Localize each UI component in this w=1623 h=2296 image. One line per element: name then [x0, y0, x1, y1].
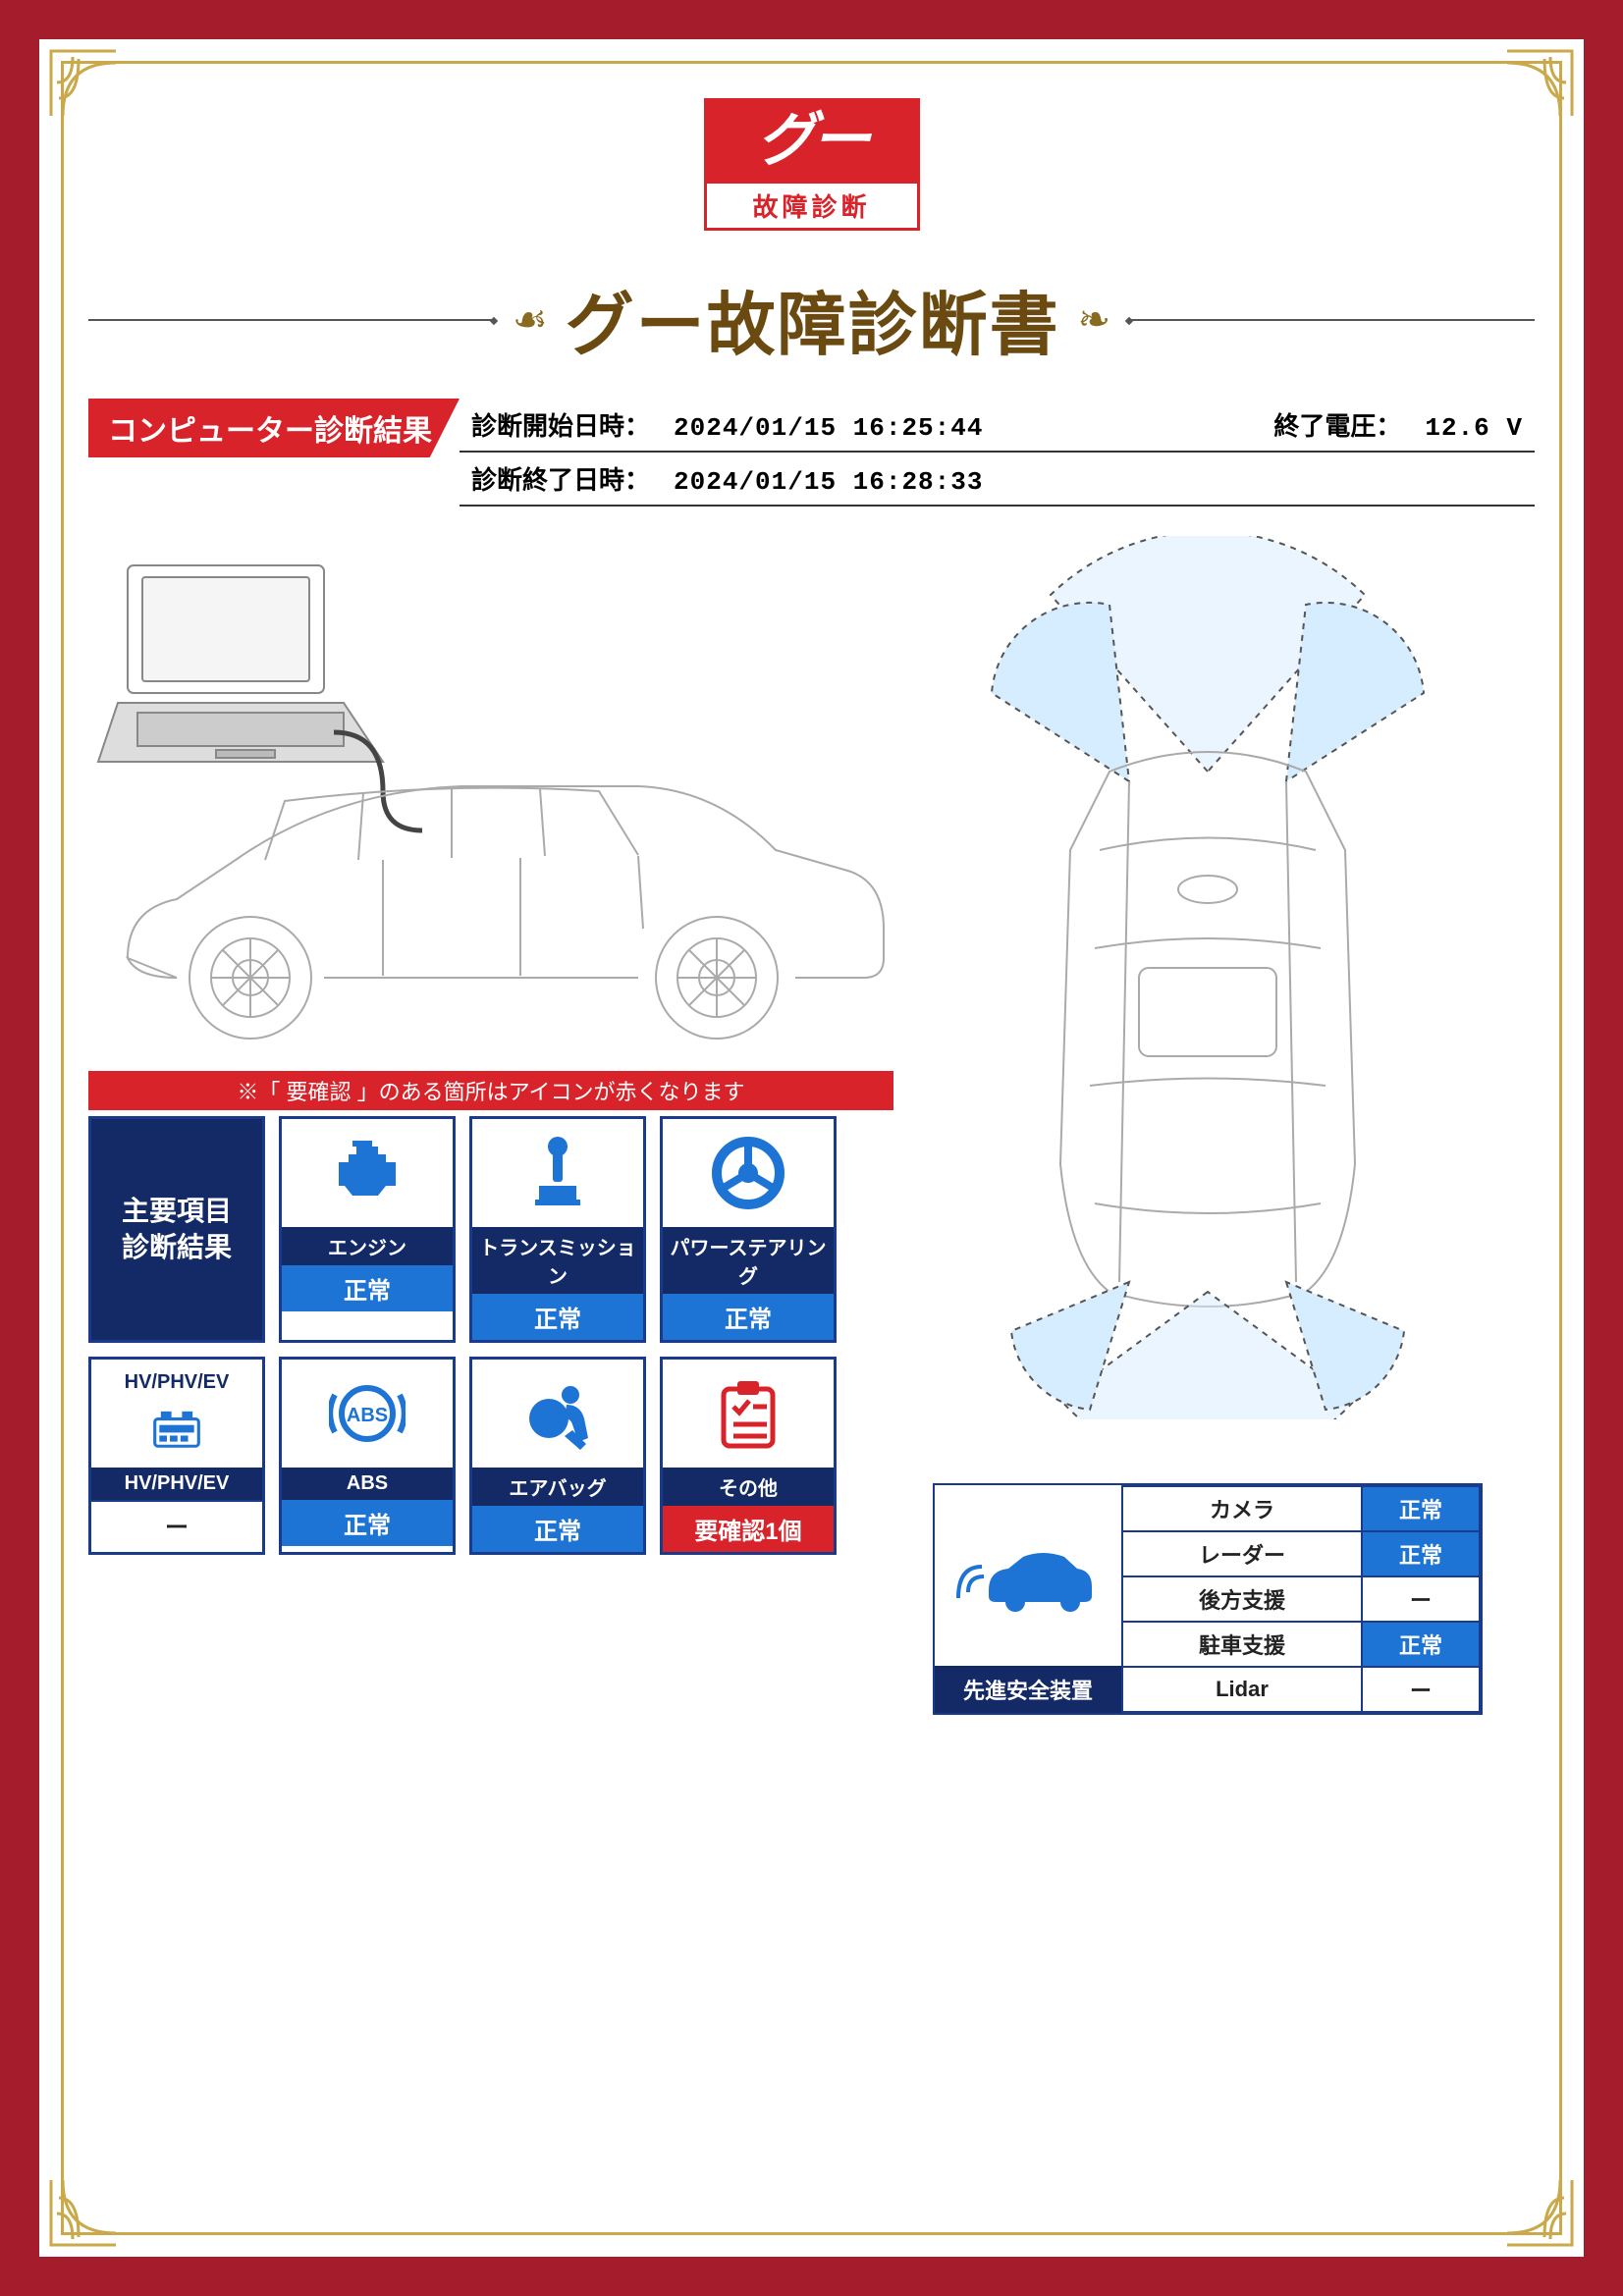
diag-label: パワーステアリング [663, 1227, 834, 1294]
diag-grid-header: 主要項目 診断結果 [88, 1116, 265, 1343]
safety-row: 駐車支援正常 [1122, 1622, 1480, 1667]
diag-cell-その他: その他要確認1個 [660, 1357, 837, 1555]
safety-row-name: Lidar [1122, 1667, 1362, 1712]
diag-note: ※「 要確認 」のある箇所はアイコンが赤くなります [88, 1071, 893, 1110]
safety-row-status: 正常 [1362, 1486, 1480, 1531]
safety-row-name: レーダー [1122, 1531, 1362, 1576]
start-value: 2024/01/15 16:25:44 [674, 413, 983, 443]
diagram-row: ※「 要確認 」のある箇所はアイコンが赤くなります 主要項目 診断結果 エンジン… [88, 536, 1535, 1715]
car-sensor-icon [935, 1485, 1121, 1666]
logo-block: グー 故障診断 [88, 98, 1535, 231]
header-bar: コンピューター診断結果 診断開始日時： 2024/01/15 16:25:44 … [88, 399, 1535, 507]
diag-cell-HV/PHV/EV: HV/PHV/EVHV/PHV/EVー [88, 1357, 265, 1555]
safety-row-name: 後方支援 [1122, 1576, 1362, 1622]
inner-page: グー 故障診断 ☙ グー故障診断書 ❧ コンピューター診断結果 診断開始日時： … [39, 39, 1584, 2257]
flourish-right-icon: ❧ [1078, 297, 1111, 343]
end-label: 診断終了日時： [471, 460, 650, 497]
safety-table: カメラ正常レーダー正常後方支援ー駐車支援正常Lidarー [1121, 1485, 1481, 1713]
info-row-1: 診断開始日時： 2024/01/15 16:25:44 終了電圧： 12.6 V [460, 399, 1535, 453]
info-row-2: 診断終了日時： 2024/01/15 16:28:33 [460, 453, 1535, 507]
title-rule-right [1128, 319, 1535, 321]
safety-row-status: ー [1362, 1576, 1480, 1622]
safety-tbody: カメラ正常レーダー正常後方支援ー駐車支援正常Lidarー [1122, 1486, 1480, 1712]
car-side-diagram: ※「 要確認 」のある箇所はアイコンが赤くなります 主要項目 診断結果 エンジン… [88, 536, 893, 1715]
start-label: 診断開始日時： [471, 406, 650, 443]
safety-row: レーダー正常 [1122, 1531, 1480, 1576]
steering-icon [663, 1119, 834, 1227]
corner-ornament-br [1505, 2178, 1574, 2247]
title-rule-left [88, 319, 495, 321]
corner-ornament-bl [49, 2178, 118, 2247]
diag-cell-エアバッグ: エアバッグ正常 [469, 1357, 646, 1555]
section-tag: コンピューター診断結果 [88, 399, 460, 457]
safety-row: 後方支援ー [1122, 1576, 1480, 1622]
safety-row-status: 正常 [1362, 1622, 1480, 1667]
diag-status: 正常 [472, 1294, 643, 1340]
safety-row: カメラ正常 [1122, 1486, 1480, 1531]
diag-cell-エンジン: エンジン正常 [279, 1116, 456, 1343]
safety-block: 先進安全装置 カメラ正常レーダー正常後方支援ー駐車支援正常Lidarー [933, 1483, 1483, 1715]
flourish-left-icon: ☙ [513, 297, 548, 343]
diag-status: ー [91, 1500, 262, 1548]
diag-label: エアバッグ [472, 1468, 643, 1506]
logo-box: グー 故障診断 [704, 98, 920, 231]
volt-value: 12.6 V [1425, 413, 1523, 443]
diag-status: 正常 [663, 1294, 834, 1340]
end-value: 2024/01/15 16:28:33 [674, 467, 983, 497]
gear-icon [472, 1119, 643, 1227]
safety-header-label: 先進安全装置 [959, 1666, 1097, 1713]
info-lines: 診断開始日時： 2024/01/15 16:25:44 終了電圧： 12.6 V… [460, 399, 1535, 507]
diag-status: 要確認1個 [663, 1506, 834, 1552]
logo-bottom-text: 故障診断 [707, 184, 917, 228]
car-top-diagram: 先進安全装置 カメラ正常レーダー正常後方支援ー駐車支援正常Lidarー [933, 536, 1483, 1715]
diag-status: 正常 [282, 1500, 453, 1546]
diag-label: ABS [282, 1468, 453, 1500]
diag-label: その他 [663, 1468, 834, 1506]
safety-row-status: 正常 [1362, 1531, 1480, 1576]
safety-row-status: ー [1362, 1667, 1480, 1712]
airbag-icon [472, 1360, 643, 1468]
engine-icon [282, 1119, 453, 1227]
logo-top-text: グー [707, 101, 917, 184]
safety-row-name: カメラ [1122, 1486, 1362, 1531]
volt-label: 終了電圧： [1273, 406, 1401, 443]
main-title: グー故障診断書 [566, 270, 1060, 369]
diag-status: 正常 [472, 1506, 643, 1552]
content: グー 故障診断 ☙ グー故障診断書 ❧ コンピューター診断結果 診断開始日時： … [88, 69, 1535, 1715]
diag-cell-ABS: ABS正常 [279, 1357, 456, 1555]
clipboard-icon [663, 1360, 834, 1468]
safety-left: 先進安全装置 [935, 1485, 1121, 1713]
abs-icon [282, 1360, 453, 1468]
safety-row: Lidarー [1122, 1667, 1480, 1712]
diag-cell-トランスミッション: トランスミッション正常 [469, 1116, 646, 1343]
diag-status: 正常 [282, 1265, 453, 1311]
diag-grid: 主要項目 診断結果 エンジン正常トランスミッション正常パワーステアリング正常HV… [88, 1116, 893, 1555]
safety-row-name: 駐車支援 [1122, 1622, 1362, 1667]
diag-label: エンジン [282, 1227, 453, 1265]
diag-grid-header-text: 主要項目 診断結果 [122, 1194, 232, 1265]
battery-icon: HV/PHV/EV [91, 1360, 262, 1468]
title-row: ☙ グー故障診断書 ❧ [88, 270, 1535, 369]
diag-label: HV/PHV/EV [91, 1468, 262, 1500]
diag-label: トランスミッション [472, 1227, 643, 1294]
diag-cell-パワーステアリング: パワーステアリング正常 [660, 1116, 837, 1343]
outer-frame: グー 故障診断 ☙ グー故障診断書 ❧ コンピューター診断結果 診断開始日時： … [0, 0, 1623, 2296]
